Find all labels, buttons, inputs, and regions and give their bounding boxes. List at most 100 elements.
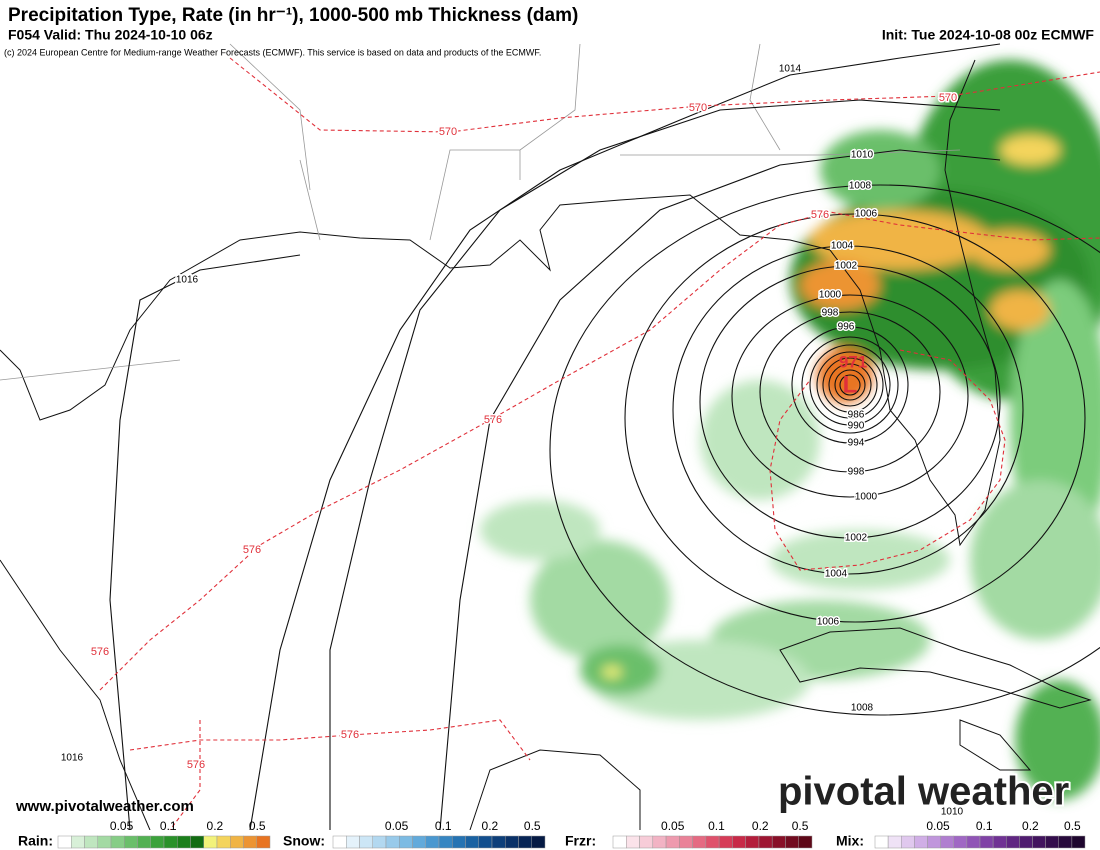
thickness-label: 576: [187, 759, 205, 771]
legend-swatch: [372, 835, 387, 849]
legend-swatch: [110, 835, 125, 849]
isobar: [834, 369, 866, 401]
isobar-label: 1016: [176, 275, 199, 286]
legend-swatch: [216, 835, 231, 849]
isobar-label: 1004: [825, 569, 848, 580]
isobars: [109, 43, 1100, 831]
legend-swatch: [84, 835, 98, 849]
website: www.pivotalweather.com: [15, 798, 194, 815]
legend-swatch: [940, 835, 954, 849]
legend-swatch: [652, 835, 667, 849]
legend-swatch: [798, 835, 813, 849]
thickness-line: [129, 719, 531, 761]
isobar-label: 998: [822, 308, 839, 319]
init-time: Init: Tue 2024-10-08 00z ECMWF: [882, 27, 1095, 43]
thickness-line: [169, 720, 201, 831]
legend-tick-label: 0.5: [249, 819, 266, 833]
legend-swatch: [874, 835, 889, 849]
legend-swatch: [256, 835, 271, 849]
legend-swatch: [465, 835, 479, 849]
coastline: [779, 627, 1092, 709]
legend-label: Rain:: [18, 833, 53, 849]
isobar-label: 1000: [819, 290, 842, 301]
legend-swatch: [1032, 835, 1046, 849]
thickness-label: 576: [484, 414, 502, 426]
legend-swatch: [1045, 835, 1059, 849]
legend-swatch: [137, 835, 151, 849]
legend-tick-label: 0.1: [708, 819, 725, 833]
legend-swatch: [452, 835, 466, 849]
legend-swatch: [491, 835, 506, 849]
legend-swatch: [1058, 835, 1073, 849]
legend-tick-label: 0.1: [435, 819, 452, 833]
legend-swatch: [97, 835, 112, 849]
legend-swatch: [412, 835, 426, 849]
isobar: [791, 326, 909, 444]
legend-swatch: [385, 835, 400, 849]
isobar-label: 1014: [779, 64, 802, 75]
legend-swatch: [359, 835, 373, 849]
legend-swatch: [927, 835, 941, 849]
precipitation: [800, 260, 880, 310]
legend-tick-label: 0.1: [976, 819, 993, 833]
isobar: [731, 294, 969, 498]
precipitation: [970, 480, 1100, 640]
legend-swatch: [332, 835, 347, 849]
precipitation: [1015, 680, 1100, 800]
thickness-label: 570: [689, 102, 707, 114]
isobar: [624, 213, 1086, 623]
precipitation: [480, 500, 600, 560]
legend-swatch: [346, 835, 360, 849]
precipitation: [530, 540, 670, 660]
title: Precipitation Type, Rate (in hr⁻¹), 1000…: [8, 5, 578, 26]
isobar-label: 1010: [941, 807, 964, 818]
precipitation: [770, 530, 950, 590]
precipitation: [820, 130, 940, 210]
legend-swatch: [901, 835, 915, 849]
legend-swatch: [771, 835, 786, 849]
legend-swatch: [190, 835, 204, 849]
legend-swatch: [505, 835, 519, 849]
legend-swatch: [758, 835, 773, 849]
coastline: [469, 749, 641, 831]
legend-tick-label: 0.05: [385, 819, 409, 833]
isobar-label: 996: [838, 322, 855, 333]
precipitation: [970, 230, 1050, 270]
legend-tick-label: 0.1: [160, 819, 177, 833]
isobar-label: 1002: [835, 261, 858, 272]
isobar-label: 1004: [831, 241, 854, 252]
legend-tick-label: 0.5: [1064, 819, 1081, 833]
legend-tick-label: 0.2: [752, 819, 769, 833]
precipitation: [1000, 135, 1060, 165]
thickness-label: 570: [939, 92, 957, 104]
logo: pivotal weather: [778, 770, 1069, 814]
legend-label: Frzr:: [565, 833, 596, 849]
legend-swatch: [914, 835, 928, 849]
legend-swatch: [626, 835, 640, 849]
thickness-label: 576: [341, 729, 359, 741]
copyright: (c) 2024 European Centre for Medium-rang…: [4, 47, 541, 57]
legends: Rain: 0.05 0.1 0.2 0.5 Snow: 0.05 0.1 0.2 0.5 Frzr…: [18, 819, 1086, 849]
legend-swatch: [718, 835, 733, 849]
isobar: [329, 99, 1001, 830]
legend-swatch: [71, 835, 85, 849]
precipitation: [602, 666, 622, 678]
thickness-labels: 570 570 570 576 576 576 576 576 576: [89, 90, 958, 772]
legend-swatch: [979, 835, 994, 849]
legend-tick-label: 0.05: [926, 819, 950, 833]
footer: www.pivotalweather.com pivotal weather: [15, 768, 1071, 816]
isobar: [109, 254, 301, 831]
isobar: [439, 149, 1001, 831]
legend-swatch: [732, 835, 746, 849]
legend-swatch: [665, 835, 680, 849]
isobar-label: 1010: [851, 150, 874, 161]
center-pressure: 971: [839, 352, 867, 371]
isobar-label: 998: [848, 467, 865, 478]
low-symbol: L: [843, 371, 858, 398]
isobar: [249, 43, 1001, 831]
precipitation: [810, 210, 990, 270]
thickness-label: 576: [811, 209, 829, 221]
thickness-label: 576: [243, 544, 261, 556]
